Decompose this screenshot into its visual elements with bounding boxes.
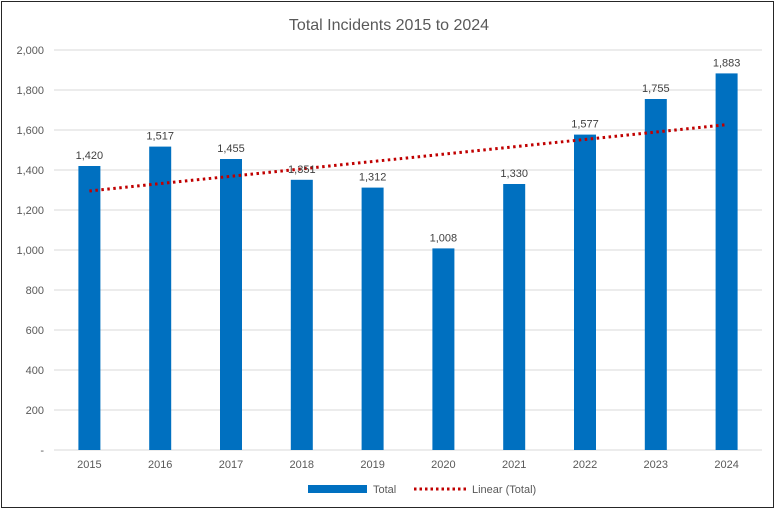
y-tick-label: 600 (26, 325, 44, 337)
data-label: 1,455 (217, 143, 245, 155)
x-tick-label: 2015 (77, 459, 101, 471)
data-label: 1,755 (642, 83, 670, 95)
data-label: 1,517 (146, 131, 174, 143)
legend-label-total: Total (373, 484, 396, 496)
trendline-line (89, 123, 727, 193)
data-labels: 1,420 1,517 1,455 1,351 1,312 1,008 1,330 1,577… (76, 57, 741, 244)
y-tick-label: 1,200 (16, 205, 44, 217)
x-tick-label: 2019 (360, 459, 384, 471)
bar-2022[interactable] (574, 134, 596, 450)
y-tick-label: 1,800 (16, 85, 44, 97)
x-tick-label: 2017 (219, 459, 243, 471)
bar-2020[interactable] (432, 248, 455, 450)
bar-2015[interactable] (78, 166, 101, 450)
gridlines (54, 49, 762, 451)
x-tick-label: 2021 (502, 459, 526, 471)
x-tick-label: 2022 (573, 459, 597, 471)
data-label: 1,330 (500, 168, 528, 180)
chart-title: Total Incidents 2015 to 2024 (289, 17, 489, 34)
y-tick-label: 800 (26, 285, 44, 297)
y-tick-label: 1,600 (16, 125, 44, 137)
y-tick-label: - (40, 445, 44, 457)
data-label: 1,312 (359, 172, 387, 184)
x-axis: 2015 2016 2017 2018 2019 2020 2021 2022 2023 2024 (77, 459, 739, 471)
data-label: 1,883 (713, 57, 741, 69)
y-tick-label: 200 (26, 405, 44, 417)
legend-label-trendline: Linear (Total) (472, 484, 536, 496)
x-tick-label: 2016 (148, 459, 172, 471)
y-tick-label: 400 (26, 365, 44, 377)
y-axis: - 200 400 600 800 1,000 1,200 1,400 1,600 1,800 2,… (16, 45, 44, 457)
y-tick-label: 1,400 (16, 165, 44, 177)
trendline (89, 123, 727, 193)
legend-swatch-total (308, 485, 367, 493)
bar-2016[interactable] (149, 146, 172, 450)
data-label: 1,420 (76, 150, 104, 162)
bars (78, 73, 738, 451)
bar-2021[interactable] (503, 184, 526, 450)
x-tick-label: 2023 (644, 459, 668, 471)
data-label: 1,008 (430, 232, 458, 244)
bar-2019[interactable] (361, 187, 384, 450)
y-tick-label: 1,000 (16, 245, 44, 257)
data-label: 1,351 (288, 164, 316, 176)
legend[interactable]: Total Linear (Total) (308, 484, 536, 496)
bar-2018[interactable] (290, 179, 313, 451)
bar-2017[interactable] (220, 159, 242, 450)
x-tick-label: 2024 (714, 459, 738, 471)
y-tick-label: 2,000 (16, 45, 44, 57)
x-tick-label: 2020 (431, 459, 455, 471)
x-tick-label: 2018 (290, 459, 314, 471)
data-label: 1,577 (571, 119, 599, 131)
bar-2024[interactable] (715, 73, 738, 451)
bar-2023[interactable] (644, 99, 667, 450)
